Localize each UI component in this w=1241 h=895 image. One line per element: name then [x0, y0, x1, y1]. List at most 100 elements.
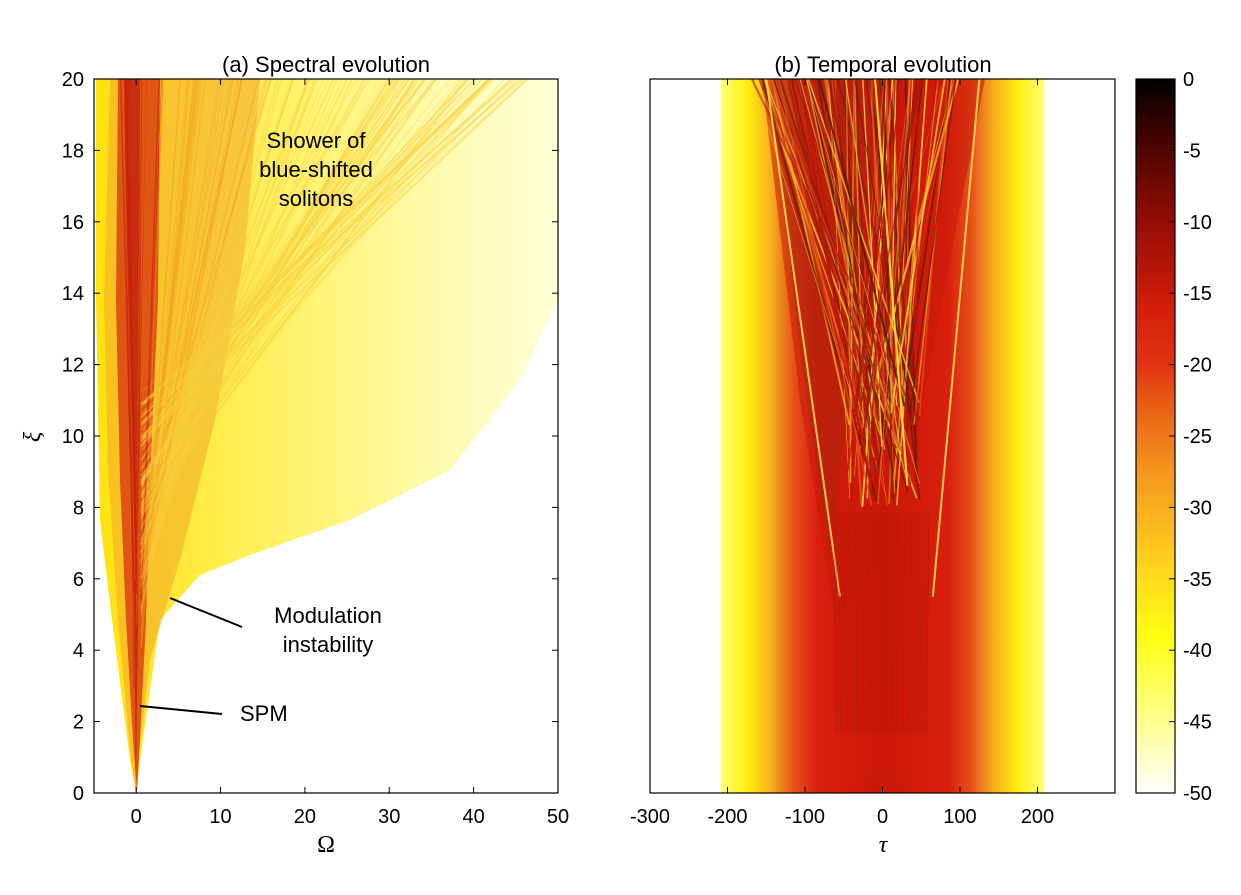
colorbar-tick-label: 0 — [1183, 69, 1194, 91]
temporal-striation — [838, 512, 842, 734]
temporal-striation — [869, 512, 872, 734]
temporal-streak — [791, 79, 876, 503]
spectral-streak — [140, 79, 368, 486]
spectral-streak — [140, 79, 162, 604]
spectral-streak — [140, 79, 335, 498]
annotation-mi-line-2: instability — [283, 632, 373, 657]
temporal-streak — [835, 79, 918, 491]
colorbar-tick-label: -50 — [1183, 783, 1212, 805]
spectral-streak — [140, 79, 519, 438]
spectral-streak — [125, 79, 138, 595]
spectral-streak — [140, 79, 348, 513]
spectral-x-tick-label: 0 — [131, 806, 142, 828]
spectral-streak — [140, 79, 206, 616]
temporal-streak — [799, 79, 853, 410]
temporal-streak — [761, 79, 878, 502]
spectral-streak — [140, 79, 268, 566]
spectral-streak — [140, 79, 317, 587]
spectral-streak — [140, 79, 515, 407]
spectral-streak — [140, 79, 391, 485]
temporal-streak — [867, 79, 901, 470]
temporal-x-tick-label: -100 — [785, 806, 825, 828]
annotation-shower-line-2: blue-shifted — [259, 157, 373, 182]
spectral-streak — [140, 79, 394, 511]
annotation-shower-line-3: solitons — [279, 186, 354, 211]
spectral-streak — [140, 79, 476, 424]
spectral-streak — [140, 79, 420, 442]
temporal-striation — [867, 512, 870, 734]
spectral-streak — [135, 79, 149, 624]
spectral-streak — [140, 79, 164, 653]
temporal-streak — [850, 79, 856, 504]
temporal-striation — [840, 512, 844, 734]
temporal-panel: -300 -200 -100 0 100 200 (b) Temporal evoluti… — [630, 52, 1116, 858]
spectral-streak — [140, 79, 294, 554]
spectral-streak — [140, 79, 396, 514]
spectral-streak — [140, 79, 416, 506]
spectral-y-tick-label: 4 — [73, 640, 84, 662]
temporal-striation — [850, 512, 853, 734]
spectral-streak — [140, 79, 198, 563]
temporal-striation — [852, 512, 856, 734]
spectral-x-tick-label: 30 — [378, 806, 400, 828]
spectral-streak — [140, 79, 160, 599]
spectral-streak — [140, 79, 479, 442]
spectral-streak — [140, 79, 489, 482]
spectral-streak — [140, 79, 182, 635]
spectral-streak — [140, 79, 513, 437]
spectral-y-tick-label: 12 — [62, 355, 84, 377]
spectral-streak — [140, 79, 259, 562]
temporal-x-tick-label: 100 — [943, 806, 976, 828]
colorbar-gradient — [1136, 79, 1175, 793]
spectral-streak — [140, 79, 417, 482]
spectral-streak — [141, 79, 489, 501]
spectral-streak — [140, 79, 388, 506]
temporal-streak — [818, 79, 879, 496]
spectral-streak — [140, 79, 491, 406]
temporal-streak — [853, 79, 900, 413]
spectral-streak — [140, 79, 466, 461]
spectral-streak — [140, 79, 315, 581]
spectral-y-tick-label: 16 — [62, 212, 84, 234]
spectral-y-tick-label: 0 — [73, 783, 84, 805]
spectral-y-tick-label: 2 — [73, 712, 84, 734]
spectral-streak — [140, 79, 240, 571]
spectral-x-tick-label: 50 — [547, 806, 569, 828]
spectral-streak — [140, 79, 493, 408]
spectral-streak — [137, 79, 151, 665]
temporal-streak — [877, 79, 911, 505]
colorbar-tick-label: -25 — [1183, 426, 1212, 448]
temporal-streak — [853, 79, 885, 477]
spectral-streak — [140, 79, 200, 567]
spectral-y-label: ξ — [20, 431, 46, 442]
spectral-streak — [140, 79, 434, 504]
spectral-streak — [140, 79, 491, 495]
spectral-streak — [140, 79, 491, 446]
temporal-x-tick-label: -300 — [630, 806, 670, 828]
spectral-heatmap — [96, 79, 558, 793]
temporal-striation — [845, 512, 849, 734]
colorbar-tick-label: -40 — [1183, 640, 1212, 662]
spectral-streak — [140, 79, 409, 447]
spectral-streak — [140, 79, 295, 553]
spectral-streak — [140, 79, 426, 448]
temporal-striation — [902, 512, 905, 734]
temporal-striation — [900, 512, 903, 734]
spectral-streak — [140, 79, 165, 648]
colorbar: 0 -5 -10 -15 -20 -25 -30 -35 -40 -45 -50 — [1135, 69, 1212, 805]
annotation-mi-line-1: Modulation — [274, 603, 382, 628]
spectral-streak — [140, 79, 529, 441]
spectral-streak — [140, 79, 470, 428]
spectral-streak — [140, 79, 295, 513]
temporal-title: (b) Temporal evolution — [774, 52, 991, 77]
temporal-striation — [857, 512, 860, 734]
temporal-striation — [864, 512, 867, 734]
spectral-streak — [140, 79, 272, 521]
spectral-streak — [140, 79, 269, 609]
temporal-streak — [870, 79, 897, 433]
temporal-streak — [869, 79, 921, 501]
spectral-y-tick-label: 6 — [73, 569, 84, 591]
spectral-streak — [140, 79, 311, 511]
temporal-streak — [873, 79, 909, 486]
